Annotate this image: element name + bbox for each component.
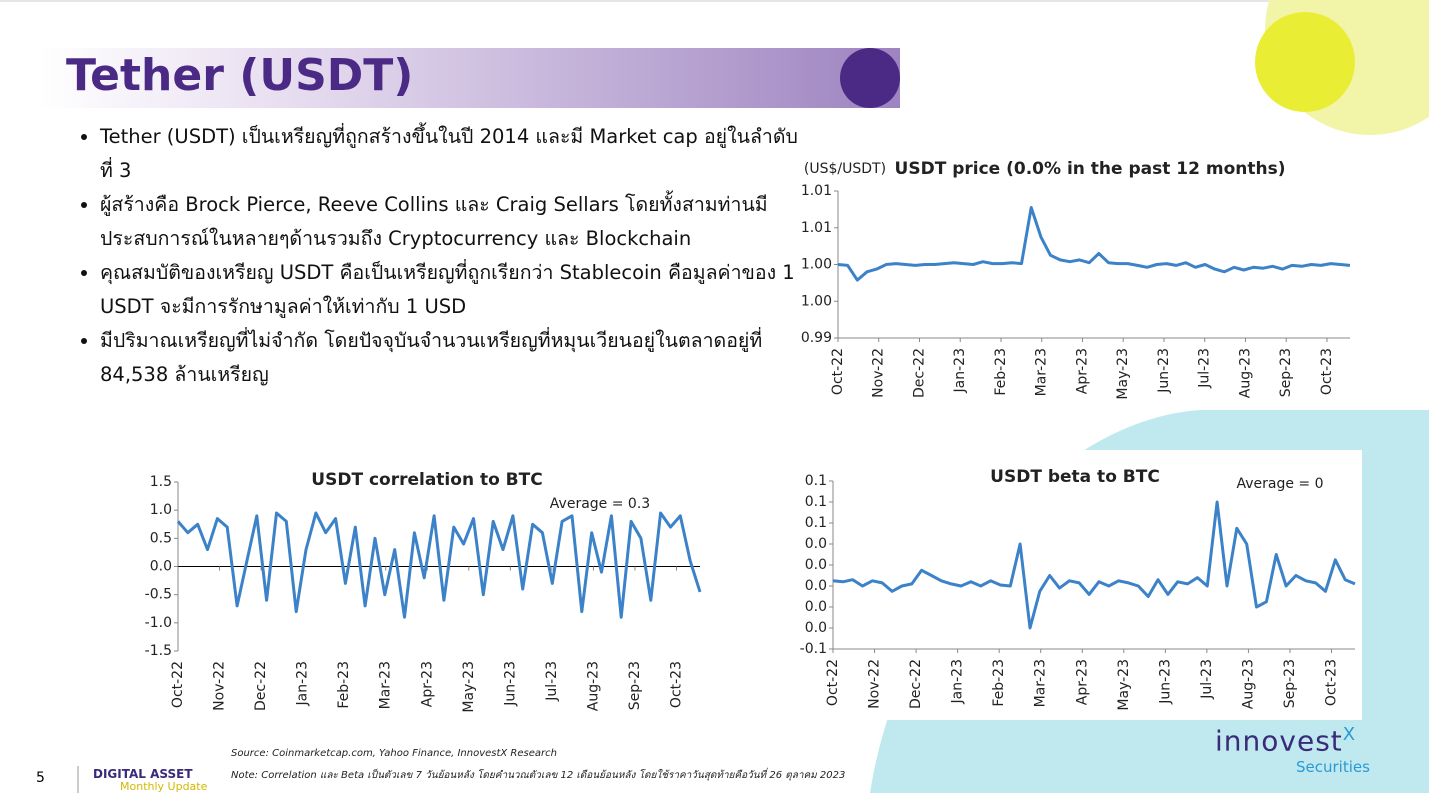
x-tick-label: Feb-23 <box>991 659 1007 707</box>
x-tick-label: Apr-23 <box>419 661 435 707</box>
y-tick-label: -1.0 <box>145 615 172 631</box>
x-tick-label: Sep-23 <box>1282 659 1298 708</box>
y-tick-label: 0.0 <box>805 620 827 636</box>
y-tick-label: 1.5 <box>150 474 172 490</box>
y-tick-label: 0.1 <box>805 515 827 531</box>
y-tick-label: 0.0 <box>805 557 827 573</box>
x-tick-label: Oct-23 <box>1319 348 1335 395</box>
y-tick-label: 0.99 <box>801 330 832 346</box>
title-dot <box>840 48 900 108</box>
x-tick-label: Oct-22 <box>170 661 186 708</box>
y-tick-label: 0.0 <box>805 536 827 552</box>
x-tick-label: Sep-23 <box>627 661 643 710</box>
source: Source: Coinmarketcap.com, Yahoo Finance… <box>231 748 557 759</box>
y-tick-label: 0.0 <box>150 559 172 575</box>
x-tick-label: Jan-23 <box>950 659 966 704</box>
x-tick-label: Jun-23 <box>1157 659 1173 705</box>
chart-title: USDT beta to BTC <box>990 467 1160 487</box>
x-tick-label: Dec-22 <box>911 348 927 398</box>
x-tick-label: Feb-23 <box>993 348 1009 396</box>
x-tick-label: Jul-23 <box>1197 348 1213 389</box>
x-tick-label: Apr-23 <box>1074 348 1090 394</box>
logo-text: innovest <box>1215 724 1343 758</box>
brand: DIGITAL ASSET <box>93 767 193 781</box>
x-tick-label: Nov-22 <box>867 659 883 709</box>
y-tick-label: -0.1 <box>800 641 827 657</box>
brand-sub: Monthly Update <box>120 780 208 793</box>
x-tick-label: May-23 <box>1116 659 1132 711</box>
y-tick-label: 1.00 <box>801 257 832 273</box>
bullet: คุณสมบัติของเหรียญ USDT คือเป็นเหรียญที่… <box>100 256 800 324</box>
x-tick-label: Jun-23 <box>502 661 518 707</box>
x-tick-label: May-23 <box>1115 348 1131 400</box>
x-tick-label: Sep-23 <box>1278 348 1294 397</box>
x-tick-label: Mar-23 <box>1033 659 1049 707</box>
x-tick-label: Oct-22 <box>825 659 841 706</box>
x-tick-label: Oct-22 <box>830 348 846 395</box>
series-line <box>176 511 702 619</box>
x-tick-label: Apr-23 <box>1074 659 1090 705</box>
y-tick-label: -1.5 <box>145 643 172 659</box>
y-tick-label: 0.5 <box>150 530 172 546</box>
chart-title: USDT price (0.0% in the past 12 months) <box>895 159 1286 179</box>
x-tick-label: Dec-22 <box>908 659 924 709</box>
x-tick-label: Aug-23 <box>1237 348 1253 398</box>
deco-circle <box>1255 12 1355 112</box>
title: Tether (USDT) <box>66 50 414 101</box>
x-tick-label: Jan-23 <box>952 348 968 393</box>
title-bar: Tether (USDT) <box>40 48 900 108</box>
y-tick-label: 1.01 <box>801 183 832 199</box>
annotation: Average = 0.3 <box>550 496 650 512</box>
chart-title: USDT correlation to BTC <box>311 470 542 490</box>
x-tick-label: Aug-23 <box>585 661 601 711</box>
y-tick-label: -0.5 <box>145 587 172 603</box>
y-tick-label: 1.00 <box>801 293 832 309</box>
x-tick-label: Mar-23 <box>1034 348 1050 396</box>
series-line <box>837 206 1351 282</box>
x-tick-label: Jun-23 <box>1156 348 1172 394</box>
x-tick-label: Oct-23 <box>1324 659 1340 706</box>
bullet: Tether (USDT) เป็นเหรียญที่ถูกสร้างขึ้นใ… <box>100 120 800 188</box>
page-number: 5 <box>36 770 45 786</box>
x-tick-label: Aug-23 <box>1240 659 1256 709</box>
logo-x: X <box>1342 724 1357 745</box>
y-tick-label: 1.0 <box>150 502 172 518</box>
y-axis-label: (US$/USDT) <box>804 161 886 177</box>
y-tick-label: 0.0 <box>805 578 827 594</box>
x-tick-label: Nov-22 <box>871 348 887 398</box>
x-tick-label: Jul-23 <box>1199 659 1215 700</box>
bullet: ผู้สร้างคือ Brock Pierce, Reeve Collins … <box>100 188 800 256</box>
x-tick-label: Jan-23 <box>295 661 311 706</box>
x-tick-label: Mar-23 <box>378 661 394 709</box>
y-tick-label: 0.0 <box>805 599 827 615</box>
bullet: มีปริมาณเหรียญที่ไม่จำกัด โดยปัจจุบันจำน… <box>100 324 800 392</box>
y-tick-label: 1.01 <box>801 220 832 236</box>
series-line <box>832 500 1356 630</box>
x-tick-label: May-23 <box>461 661 477 713</box>
annotation: Average = 0 <box>1236 476 1323 492</box>
x-tick-label: Feb-23 <box>336 661 352 709</box>
y-tick-label: 0.1 <box>805 494 827 510</box>
logo-sub: Securities <box>1296 758 1370 776</box>
x-tick-label: Jul-23 <box>544 661 560 702</box>
bullets: Tether (USDT) เป็นเหรียญที่ถูกสร้างขึ้นใ… <box>70 120 800 392</box>
logo: innovestX <box>1215 724 1356 757</box>
x-tick-label: Nov-22 <box>212 661 228 711</box>
note: Note: Correlation และ Beta เป็นตัวเลข 7 … <box>231 770 846 781</box>
x-tick-label: Dec-22 <box>253 661 269 711</box>
x-tick-label: Oct-23 <box>669 661 685 708</box>
y-tick-label: 0.1 <box>805 473 827 489</box>
